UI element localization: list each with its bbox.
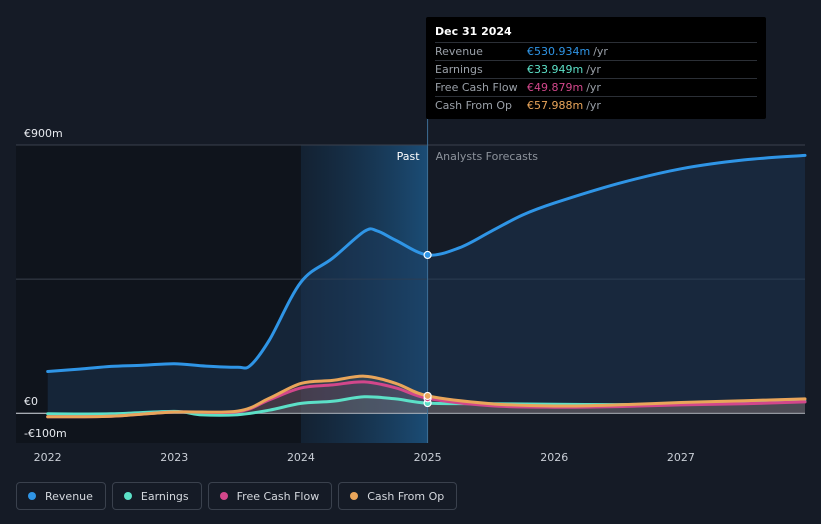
legend-label: Free Cash Flow	[236, 489, 320, 503]
x-tick-label: 2027	[667, 451, 695, 464]
tooltip-name: Earnings	[435, 63, 483, 76]
forecast-label: Analysts Forecasts	[436, 150, 539, 163]
x-axis-labels: 2022 2023 2024 2025 2026 2027	[34, 451, 695, 464]
tooltip-name: Free Cash Flow	[435, 81, 518, 94]
tooltip-value: €530.934m	[527, 45, 591, 58]
legend-label: Cash From Op	[367, 489, 445, 503]
tooltip-value: €49.879m	[527, 81, 584, 94]
tooltip-unit: /yr	[593, 45, 608, 58]
y-tick-label: -€100m	[24, 427, 67, 440]
legend-dot-icon	[123, 492, 132, 500]
x-tick-label: 2024	[287, 451, 315, 464]
series-line-revenue	[46, 153, 807, 373]
y-tick-label: €900m	[24, 127, 63, 140]
legend-dot-icon	[219, 492, 228, 500]
past-label: Past	[397, 150, 421, 163]
legend-dot-icon	[28, 492, 36, 500]
hover-markers	[423, 250, 432, 408]
series-line-cash-from-op	[46, 374, 807, 419]
tooltip-name: Cash From Op	[435, 99, 513, 112]
hover-tooltip: Dec 31 2024 Revenue €530.934m /yr Earnin…	[426, 17, 766, 119]
y-axis-labels: €900m €0 -€100m	[24, 127, 67, 440]
marker-cash-from-op	[423, 391, 432, 401]
tooltip-date: Dec 31 2024	[435, 25, 512, 38]
tooltip-name: Revenue	[435, 45, 483, 58]
tooltip-row-cash-from-op: Cash From Op €57.988m /yr	[435, 96, 757, 114]
tooltip-row-revenue: Revenue €530.934m /yr	[435, 42, 757, 60]
highlight-band	[300, 145, 428, 443]
tooltip-value: €33.949m	[527, 63, 584, 76]
tooltip-unit: /yr	[586, 81, 601, 94]
marker-revenue	[423, 250, 432, 260]
legend-label: Earnings	[140, 489, 189, 503]
legend-label: Revenue	[45, 489, 93, 503]
legend-dot-icon	[350, 492, 359, 500]
tooltip-row-earnings: Earnings €33.949m /yr	[435, 60, 757, 78]
x-tick-label: 2023	[160, 451, 188, 464]
legend-item-free-cash-flow[interactable]: Free Cash Flow	[207, 482, 333, 510]
tooltip-row-free-cash-flow: Free Cash Flow €49.879m /yr	[435, 78, 757, 96]
tooltip-unit: /yr	[586, 99, 601, 112]
x-tick-label: 2022	[34, 451, 62, 464]
legend-item-revenue[interactable]: Revenue	[16, 482, 106, 510]
y-tick-label: €0	[24, 395, 38, 408]
x-tick-label: 2026	[540, 451, 568, 464]
tooltip-value: €57.988m	[527, 99, 584, 112]
x-tick-label: 2025	[414, 451, 442, 464]
legend: Revenue Earnings Free Cash Flow Cash Fro…	[16, 482, 458, 512]
legend-item-cash-from-op[interactable]: Cash From Op	[338, 482, 458, 510]
legend-item-earnings[interactable]: Earnings	[111, 482, 202, 510]
tooltip-unit: /yr	[586, 63, 601, 76]
series-lines	[46, 153, 807, 419]
revenue-area-fill	[47, 155, 805, 414]
